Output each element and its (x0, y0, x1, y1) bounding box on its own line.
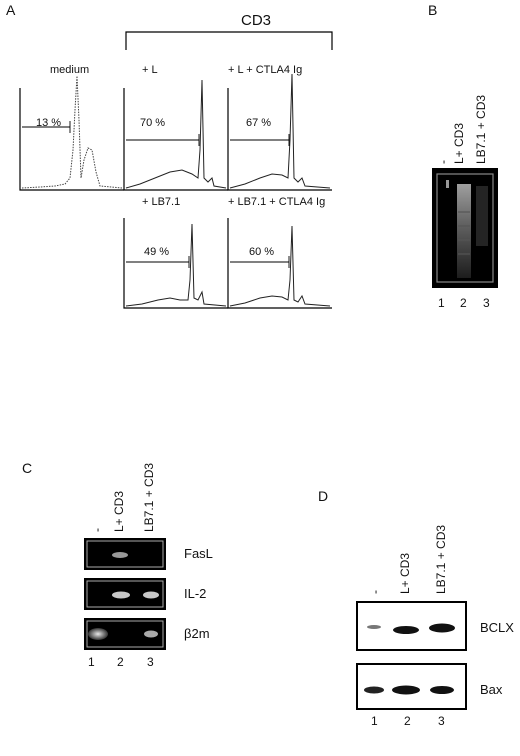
hist-l-ctla4-label: + L + CTLA4 Ig (228, 64, 303, 76)
hist-l-ctla4-trace (229, 73, 331, 189)
blot-d-band-bclx: BCLX (480, 620, 514, 635)
gel-b-lane-number-2: 2 (460, 296, 467, 310)
gel-b-lane-header-1: - (436, 160, 450, 164)
gel-c-lane-header-1: - (90, 528, 104, 532)
gel-d-lane-number-2: 2 (404, 714, 411, 728)
hist-lb71-ctla4-label: + LB7.1 + CTLA4 Ig (228, 196, 326, 208)
hist-medium-label: medium (50, 64, 90, 76)
gel-d-lane-number-3: 3 (438, 714, 445, 728)
hist-lb71-percent: 49 % (144, 246, 170, 258)
hist-lb71-ctla4-axes (227, 218, 332, 309)
panel-d-letter: D (318, 488, 329, 504)
blot-d-band-bax: Bax (480, 682, 503, 697)
gel-c-lane-number-3: 3 (147, 655, 154, 669)
hist-l-percent: 70 % (140, 117, 166, 129)
hist-lb71-gate (126, 256, 190, 268)
panel-b-letter: B (428, 2, 438, 18)
cd3-bracket (125, 31, 333, 50)
gel-d-lane-header-2: L+ CD3 (398, 552, 412, 594)
gel-d-lane-header-1: - (368, 590, 382, 594)
hist-lb71-trace (125, 223, 227, 307)
gel-c-band-b2m: β2m (184, 626, 210, 641)
gel-c-lane-number-2: 2 (117, 655, 124, 669)
hist-lb71-ctla4-gate (230, 256, 290, 268)
gel-c-band-fasl: FasL (184, 546, 213, 561)
cd3-group-label: CD3 (241, 12, 272, 29)
panel-c-letter: C (22, 460, 33, 476)
gel-b-lane-header-3: LB7.1 + CD3 (474, 94, 488, 164)
gel-c-lane-header-3: LB7.1 + CD3 (142, 462, 156, 532)
gel-d-lane-header-3: LB7.1 + CD3 (434, 524, 448, 594)
gel-b-smear-lane3 (476, 186, 488, 246)
panel-a-letter: A (6, 2, 16, 18)
hist-l-ctla4-percent: 67 % (246, 117, 272, 129)
gel-b-smear-lane2 (457, 184, 471, 278)
hist-l-trace (125, 79, 227, 189)
gel-d-lane-number-1: 1 (371, 714, 378, 728)
hist-medium-axes (19, 88, 124, 191)
hist-l-ctla4-gate (230, 134, 290, 146)
hist-medium-percent: 13 % (36, 117, 62, 129)
hist-medium-gate (22, 121, 71, 133)
hist-lb71-ctla4-percent: 60 % (249, 246, 275, 258)
hist-lb71-axes (123, 218, 228, 309)
gel-c-lane-number-1: 1 (88, 655, 95, 669)
hist-l-gate (126, 134, 200, 146)
hist-l-label: + L (142, 64, 158, 76)
hist-lb71-ctla4-trace (229, 225, 331, 307)
hist-l-axes (123, 88, 228, 191)
gel-b-lane-number-1: 1 (438, 296, 445, 310)
gel-b-lane-header-2: L+ CD3 (452, 122, 466, 164)
hist-l-ctla4-axes (227, 88, 332, 191)
hist-medium-trace (21, 75, 123, 189)
hist-lb71-label: + LB7.1 (142, 196, 181, 208)
gel-c-band-il2: IL-2 (184, 586, 207, 601)
gel-c-lane-header-2: L+ CD3 (112, 490, 126, 532)
gel-b-lane-number-3: 3 (483, 296, 490, 310)
